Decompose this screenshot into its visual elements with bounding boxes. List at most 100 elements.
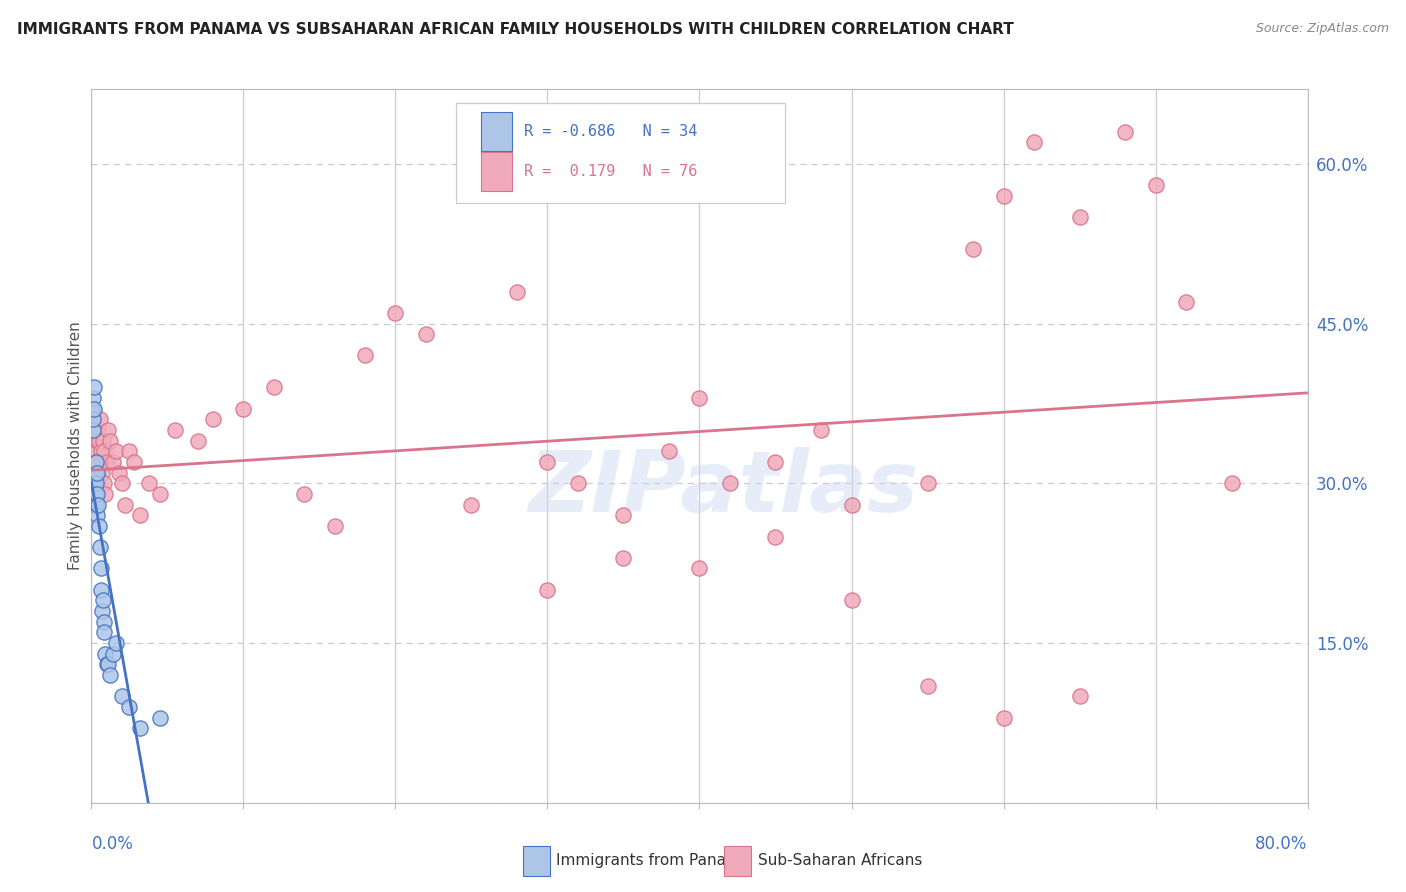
Point	[122, 455, 145, 469]
Point	[718, 476, 741, 491]
FancyBboxPatch shape	[724, 847, 751, 876]
Point	[765, 455, 787, 469]
Point	[96, 657, 118, 672]
Point	[97, 657, 120, 672]
Point	[84, 476, 107, 491]
Point	[86, 508, 108, 523]
Point	[111, 690, 134, 704]
Text: Sub-Saharan Africans: Sub-Saharan Africans	[758, 853, 922, 868]
Text: Source: ZipAtlas.com: Source: ZipAtlas.com	[1256, 22, 1389, 36]
Point	[82, 412, 104, 426]
Point	[1220, 476, 1243, 491]
Point	[93, 444, 115, 458]
Point	[83, 466, 105, 480]
Point	[354, 349, 377, 363]
Point	[89, 412, 111, 426]
Point	[187, 434, 209, 448]
Point	[87, 519, 110, 533]
Point	[263, 380, 285, 394]
Point	[917, 679, 939, 693]
Point	[84, 444, 107, 458]
Point	[567, 476, 589, 491]
Point	[841, 593, 863, 607]
Point	[93, 615, 115, 629]
Point	[86, 487, 108, 501]
Point	[87, 498, 110, 512]
Point	[1144, 178, 1167, 192]
Point	[82, 466, 104, 480]
Point	[89, 444, 111, 458]
Point	[91, 604, 114, 618]
Point	[82, 487, 104, 501]
Text: 0.0%: 0.0%	[91, 835, 134, 853]
Point	[89, 540, 111, 554]
Point	[993, 710, 1015, 724]
Y-axis label: Family Households with Children: Family Households with Children	[67, 322, 83, 570]
Point	[1069, 210, 1091, 224]
Point	[506, 285, 529, 299]
Point	[841, 498, 863, 512]
Point	[83, 466, 105, 480]
Point	[536, 455, 558, 469]
Point	[94, 487, 117, 501]
Point	[149, 487, 172, 501]
Point	[83, 476, 105, 491]
Point	[83, 476, 105, 491]
Point	[962, 242, 984, 256]
Text: R = -0.686   N = 34: R = -0.686 N = 34	[524, 124, 697, 139]
Point	[149, 710, 172, 724]
Point	[138, 476, 160, 491]
Point	[107, 466, 129, 480]
Text: 80.0%: 80.0%	[1256, 835, 1308, 853]
Point	[104, 444, 127, 458]
Point	[83, 380, 105, 394]
Point	[1022, 136, 1045, 150]
FancyBboxPatch shape	[523, 847, 550, 876]
Point	[1114, 125, 1136, 139]
Point	[292, 487, 315, 501]
Point	[91, 593, 114, 607]
Point	[993, 188, 1015, 202]
Point	[82, 476, 104, 491]
Point	[98, 434, 121, 448]
Point	[415, 327, 437, 342]
Point	[90, 582, 112, 597]
Point	[86, 434, 108, 448]
Point	[202, 412, 225, 426]
Point	[96, 455, 118, 469]
Point	[86, 476, 108, 491]
Point	[163, 423, 186, 437]
Point	[86, 498, 108, 512]
Point	[384, 306, 406, 320]
Text: IMMIGRANTS FROM PANAMA VS SUBSAHARAN AFRICAN FAMILY HOUSEHOLDS WITH CHILDREN COR: IMMIGRANTS FROM PANAMA VS SUBSAHARAN AFR…	[17, 22, 1014, 37]
Point	[917, 476, 939, 491]
Point	[82, 401, 104, 416]
Point	[82, 423, 104, 437]
Point	[91, 434, 114, 448]
Point	[101, 455, 124, 469]
Point	[460, 498, 482, 512]
Point	[765, 529, 787, 543]
Point	[129, 508, 152, 523]
Text: Immigrants from Panama: Immigrants from Panama	[555, 853, 751, 868]
Point	[323, 519, 346, 533]
Point	[101, 647, 124, 661]
Point	[86, 466, 108, 480]
Point	[114, 498, 136, 512]
Point	[86, 455, 108, 469]
Point	[87, 423, 110, 437]
Point	[83, 455, 105, 469]
Point	[111, 476, 134, 491]
Point	[612, 550, 634, 565]
Point	[93, 625, 115, 640]
Point	[87, 434, 110, 448]
Text: ZIPatlas: ZIPatlas	[529, 447, 920, 531]
Point	[83, 401, 105, 416]
Point	[658, 444, 681, 458]
FancyBboxPatch shape	[456, 103, 785, 203]
Point	[84, 455, 107, 469]
Point	[94, 647, 117, 661]
Point	[84, 487, 107, 501]
Point	[118, 700, 141, 714]
Point	[232, 401, 254, 416]
